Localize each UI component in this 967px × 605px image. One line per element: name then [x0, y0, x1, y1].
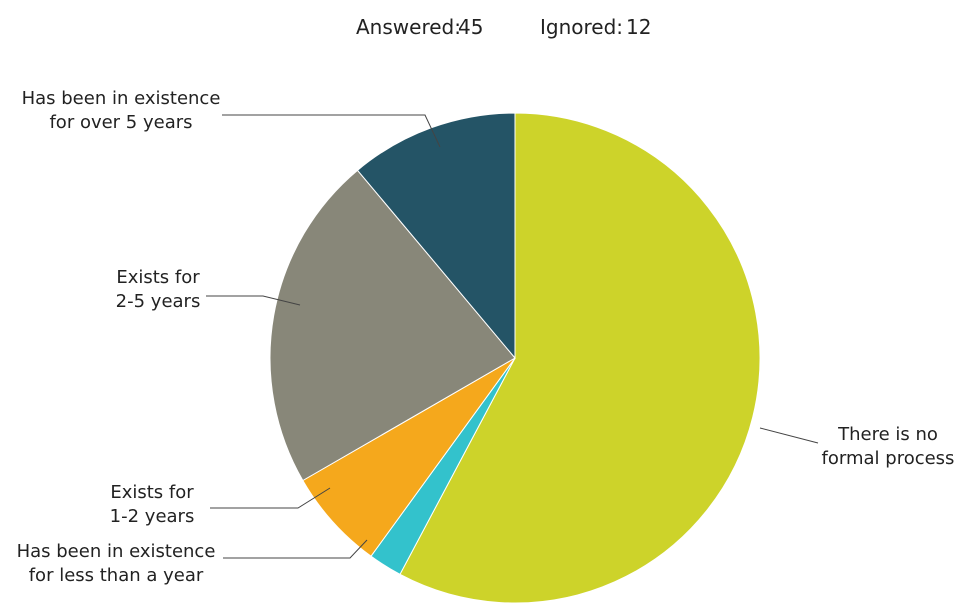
slice-label-line: There is no [837, 424, 938, 445]
pie-slice [399, 112, 761, 604]
ignored-label: Ignored: [540, 15, 623, 39]
slice-label: Has been in existence for less than a yea… [17, 541, 216, 586]
response-summary: Answered: 45 Ignored: 12 [356, 15, 651, 39]
slice-label-line: formal process [822, 448, 955, 469]
slice-label-line: for less than a year [29, 565, 204, 586]
ignored-count: 12 [626, 15, 651, 39]
slice-label-line: Has been in existence [17, 541, 216, 562]
slice-label-line: Has been in existence [22, 88, 221, 109]
pie-slices [269, 112, 761, 604]
slice-leader-line [210, 487, 331, 509]
slice-leader-lines [206, 114, 819, 559]
slice-leader-line [223, 539, 368, 559]
slice-label-line: Exists for [116, 267, 200, 288]
answered-count: 45 [458, 15, 483, 39]
slice-label-line: 1-2 years [110, 506, 195, 527]
slice-labels: There is no formal process Has been in exi… [17, 88, 955, 586]
slice-label: Has been in existence for over 5 years [22, 88, 221, 133]
slice-leader-line [222, 114, 441, 148]
slice-label: There is no formal process [822, 424, 955, 469]
slice-leader-line [759, 427, 819, 444]
slice-leader-line [206, 295, 301, 306]
answered-label: Answered: [356, 15, 461, 39]
slice-label-line: Exists for [110, 482, 194, 503]
slice-label: Exists for 1-2 years [110, 482, 195, 527]
slice-label-line: for over 5 years [49, 112, 192, 133]
slice-label: Exists for 2-5 years [116, 267, 201, 312]
pie-slice [269, 169, 516, 482]
slice-label-line: 2-5 years [116, 291, 201, 312]
